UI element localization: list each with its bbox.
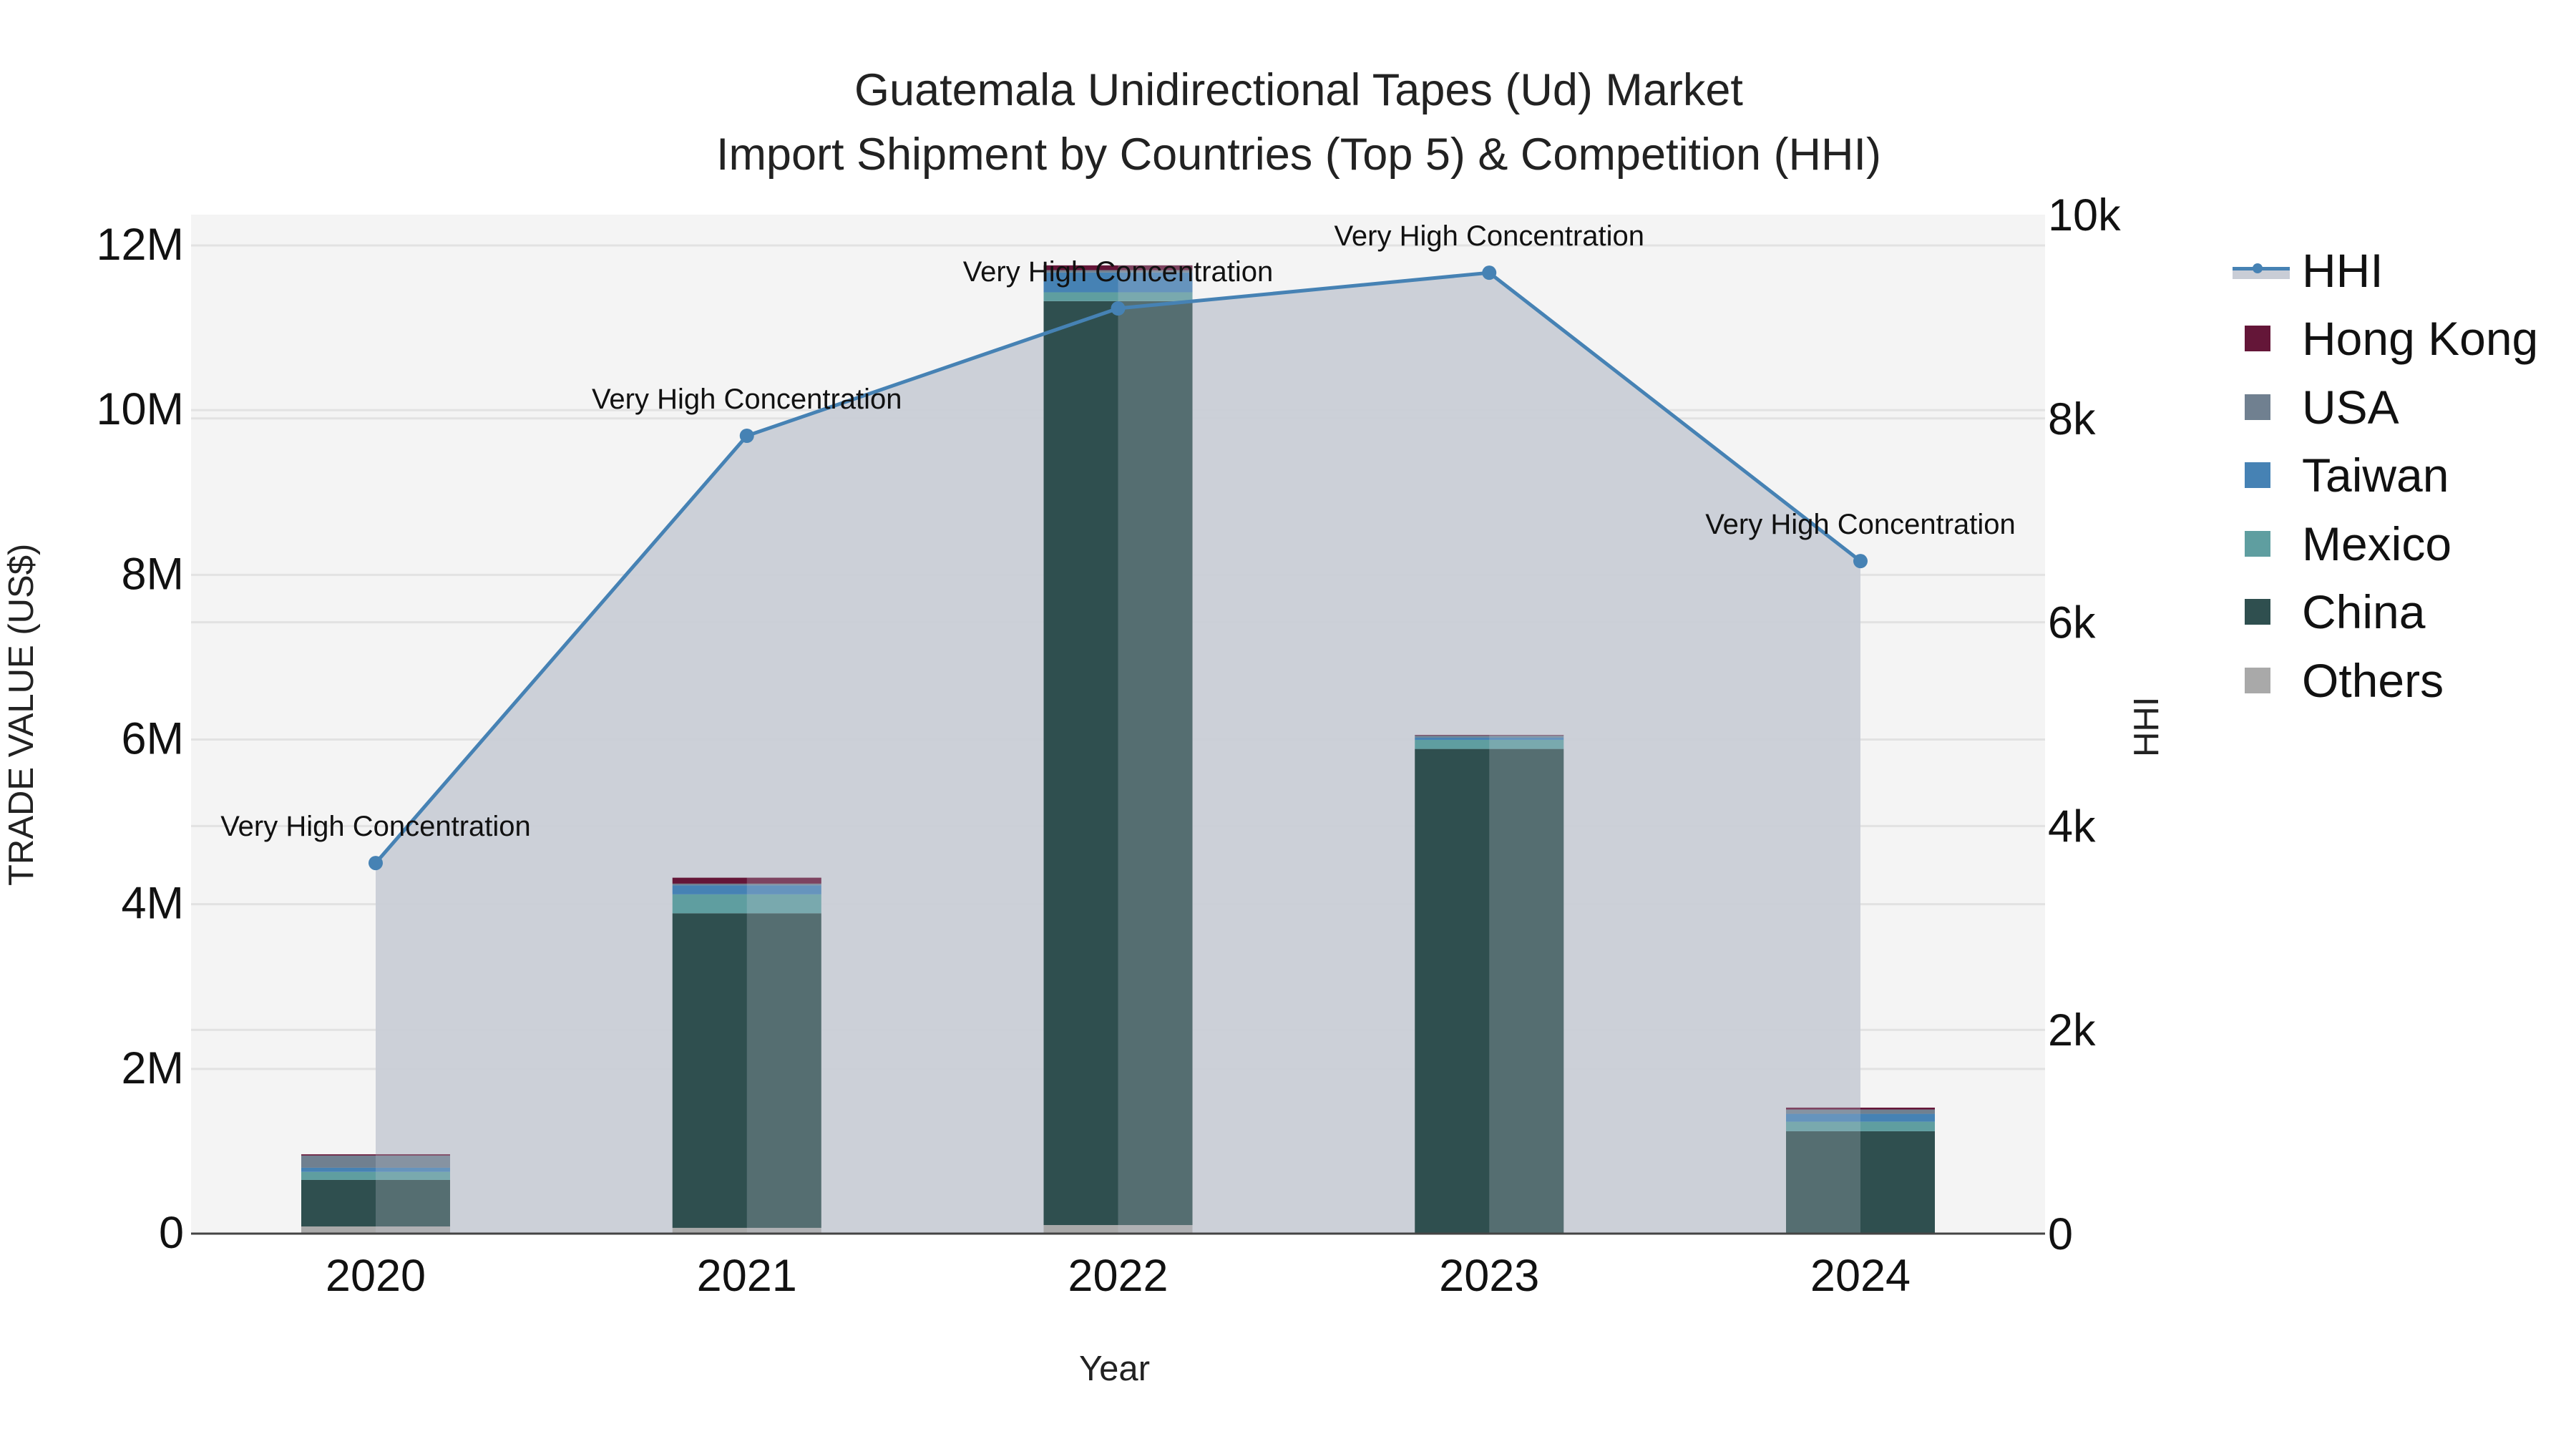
y-tick-label: 0 <box>159 1208 184 1258</box>
hhi-marker[interactable] <box>369 856 383 871</box>
legend-swatch-icon <box>2245 667 2270 693</box>
legend-swatch-icon <box>2245 326 2270 352</box>
bar-segment-china[interactable] <box>301 1179 450 1226</box>
y-tick-label: 10M <box>96 384 184 434</box>
hhi-annotation: Very High Concentration <box>592 384 902 415</box>
hhi-annotation: Very High Concentration <box>963 256 1274 288</box>
hhi-marker[interactable] <box>1853 554 1868 569</box>
area-overlay <box>1489 735 1564 1234</box>
bar-segment-mexico[interactable] <box>672 894 821 914</box>
y2-tick-label: 0 <box>2048 1209 2073 1259</box>
hhi-marker[interactable] <box>1482 265 1497 280</box>
chart-subtitle: Import Shipment by Countries (Top 5) & C… <box>716 130 1882 180</box>
chart-title: Guatemala Unidirectional Tapes (Ud) Mark… <box>854 65 1743 115</box>
area-overlay <box>746 877 821 1234</box>
bar-segment-others[interactable] <box>1043 1225 1193 1234</box>
y-tick-label: 2M <box>121 1043 184 1093</box>
bar-segment-usa[interactable] <box>1415 735 1564 738</box>
bar-segment-usa[interactable] <box>1786 1109 1935 1114</box>
x-axis-title: Year <box>1079 1350 1151 1388</box>
y2-tick-label: 10k <box>2048 190 2121 240</box>
legend-swatch-icon <box>2245 599 2270 625</box>
legend-item-others[interactable]: Others <box>2233 646 2538 715</box>
hhi-marker[interactable] <box>739 429 754 444</box>
area-overlay <box>1786 1107 1860 1234</box>
bar-segment-hong-kong[interactable] <box>301 1154 450 1156</box>
legend-item-mexico[interactable]: Mexico <box>2233 509 2538 578</box>
bar-segment-china[interactable] <box>1043 301 1193 1226</box>
x-tick-label: 2023 <box>1439 1251 1539 1301</box>
legend-item-taiwan[interactable]: Taiwan <box>2233 441 2538 510</box>
x-tick-label: 2021 <box>697 1251 797 1301</box>
legend-label: Others <box>2302 653 2444 707</box>
hhi-annotation: Very High Concentration <box>220 811 531 842</box>
bar-segment-hong-kong[interactable] <box>1043 265 1193 270</box>
bar-segment-taiwan[interactable] <box>1415 737 1564 740</box>
y2-tick-label: 6k <box>2048 598 2096 648</box>
bar-segment-mexico[interactable] <box>1043 292 1193 301</box>
bar-segment-china[interactable] <box>1415 748 1564 1234</box>
legend-item-hhi[interactable]: HHI <box>2233 236 2538 305</box>
y2-axis-title: HHI <box>2127 696 2166 757</box>
y-tick-label: 12M <box>96 220 184 270</box>
y-tick-label: 4M <box>121 879 184 929</box>
x-tick-label: 2020 <box>326 1251 426 1301</box>
legend-item-hong-kong[interactable]: Hong Kong <box>2233 305 2538 374</box>
bar-segment-usa[interactable] <box>672 883 821 886</box>
y2-tick-label: 8k <box>2048 394 2096 444</box>
legend: HHI Hong Kong USA Taiwan Mexico China Others <box>2233 236 2538 715</box>
bar-segment-taiwan[interactable] <box>1786 1113 1935 1122</box>
hhi-marker[interactable] <box>1111 301 1126 316</box>
x-tick-label: 2024 <box>1810 1251 1911 1301</box>
bar-segment-china[interactable] <box>672 913 821 1228</box>
bar-segment-hong-kong[interactable] <box>672 877 821 884</box>
legend-swatch-icon <box>2245 394 2270 420</box>
bar-segment-usa[interactable] <box>1043 270 1193 273</box>
bar-segment-mexico[interactable] <box>301 1171 450 1180</box>
bar-segment-mexico[interactable] <box>1415 739 1564 749</box>
legend-swatch-icon <box>2245 462 2270 489</box>
y2-tick-label: 4k <box>2048 801 2096 852</box>
hhi-line-icon <box>2233 256 2290 285</box>
legend-label: HHI <box>2302 243 2384 297</box>
bar-segment-taiwan[interactable] <box>301 1167 450 1172</box>
y2-tick-label: 2k <box>2048 1005 2096 1055</box>
hhi-annotation: Very High Concentration <box>1334 220 1644 252</box>
bar-segment-hong-kong[interactable] <box>1786 1107 1935 1110</box>
bar-segment-others[interactable] <box>672 1227 821 1234</box>
legend-item-china[interactable]: China <box>2233 578 2538 647</box>
legend-label: Taiwan <box>2302 449 2449 502</box>
legend-label: China <box>2302 585 2426 639</box>
legend-item-usa[interactable]: USA <box>2233 373 2538 441</box>
bar-segment-others[interactable] <box>301 1226 450 1234</box>
area-overlay <box>1118 265 1193 1234</box>
bar-segment-china[interactable] <box>1786 1131 1935 1234</box>
y-axis-title: TRADE VALUE (US$) <box>2 543 41 886</box>
legend-label: USA <box>2302 380 2399 434</box>
legend-label: Hong Kong <box>2302 312 2539 366</box>
bar-segment-mexico[interactable] <box>1786 1121 1935 1131</box>
legend-label: Mexico <box>2302 517 2452 570</box>
hhi-annotation: Very High Concentration <box>1705 509 2016 540</box>
area-overlay <box>376 1154 450 1234</box>
y-tick-label: 8M <box>121 549 184 599</box>
bar-segment-taiwan[interactable] <box>1043 272 1193 293</box>
legend-swatch-icon <box>2245 530 2270 557</box>
bar-segment-usa[interactable] <box>301 1155 450 1168</box>
bar-segment-hong-kong[interactable] <box>1415 735 1564 736</box>
bar-segment-taiwan[interactable] <box>672 885 821 894</box>
y-tick-label: 6M <box>121 714 184 764</box>
x-tick-label: 2022 <box>1068 1251 1168 1301</box>
